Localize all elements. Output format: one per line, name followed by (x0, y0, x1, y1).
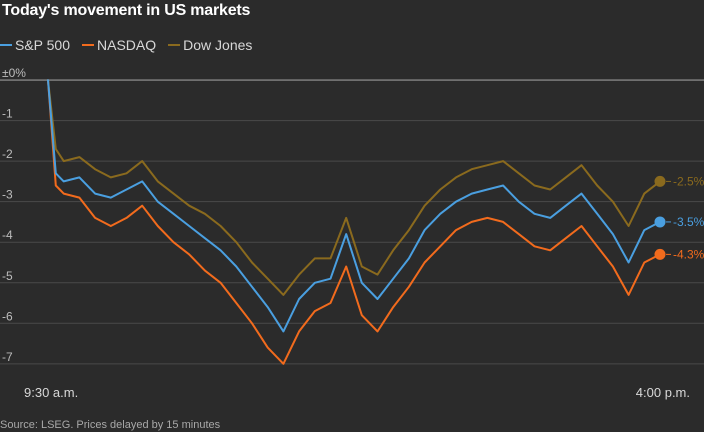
end-label-nasdaq: -4.3% (673, 247, 704, 261)
y-tick-label: ±0% (2, 66, 26, 80)
legend-label-nasdaq: NASDAQ (97, 37, 157, 53)
x-tick-label: 4:00 p.m. (636, 385, 690, 400)
y-tick-label: -6 (2, 309, 13, 323)
y-tick-label: -7 (2, 350, 13, 364)
legend-swatch-dow (168, 44, 181, 46)
y-tick-label: -4 (2, 228, 13, 242)
legend: S&P 500 NASDAQ Dow Jones (0, 37, 264, 53)
series-line-sp500 (47, 79, 661, 333)
end-label-sp500: -3.5% (673, 215, 704, 229)
legend-label-dow: Dow Jones (183, 37, 253, 53)
end-marker-sp500 (654, 216, 666, 228)
end-marker-nasdaq (654, 248, 666, 260)
y-tick-label: -2 (2, 147, 13, 161)
y-tick-label: -3 (2, 188, 13, 202)
chart-title: Today's movement in US markets (2, 2, 251, 19)
source-note: Source: LSEG. Prices delayed by 15 minut… (0, 419, 221, 431)
y-tick-label: -1 (2, 107, 13, 121)
legend-item-nasdaq: NASDAQ (82, 37, 156, 53)
series-line-nasdaq (47, 79, 661, 365)
legend-label-sp500: S&P 500 (15, 37, 71, 53)
x-tick-label: 9:30 a.m. (24, 385, 78, 400)
legend-item-sp500: S&P 500 (0, 37, 70, 53)
legend-item-dow: Dow Jones (168, 37, 252, 53)
end-marker-dow (654, 175, 666, 187)
y-tick-label: -5 (2, 269, 13, 283)
legend-swatch-sp500 (0, 44, 12, 46)
series-line-dow (47, 79, 661, 296)
end-label-dow: -2.5% (673, 174, 704, 188)
legend-swatch-nasdaq (82, 44, 95, 46)
